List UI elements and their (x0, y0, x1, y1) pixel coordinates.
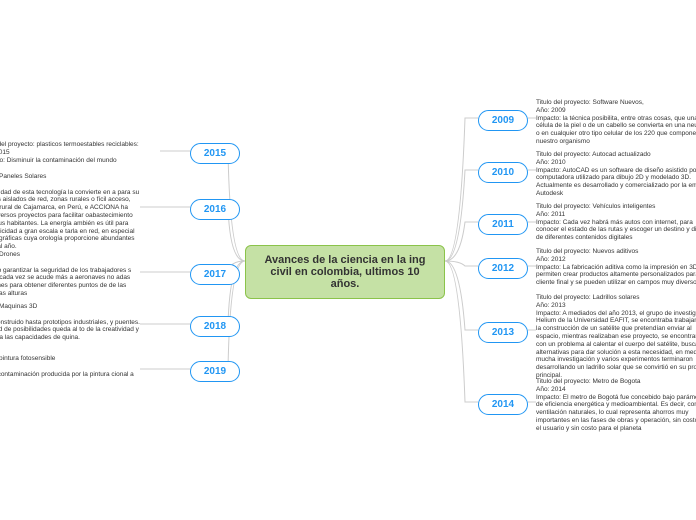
central-topic-text: Avances de la ciencia en la ing civil en… (265, 254, 426, 290)
detail-2014[interactable]: Titulo del proyecto: Metro de Bogota Año… (536, 378, 696, 433)
year-node-2010[interactable]: 2010 (478, 162, 528, 183)
detail-2010[interactable]: Titulo del proyecto: Autocad actualizado… (536, 151, 696, 198)
year-node-2014[interactable]: 2014 (478, 394, 528, 415)
year-node-2019[interactable]: 2019 (190, 361, 240, 382)
detail-2011[interactable]: Titulo del proyecto: Vehículos inteligen… (536, 203, 696, 242)
detail-2013[interactable]: Titulo del proyecto: Ladrillos solares A… (536, 294, 696, 380)
year-node-2015[interactable]: 2015 (190, 143, 240, 164)
central-topic[interactable]: Avances de la ciencia en la ing civil en… (245, 245, 445, 299)
year-node-2012[interactable]: 2012 (478, 258, 528, 279)
detail-2017[interactable]: del proyecto: Drones : 2017 cto: Buscand… (0, 251, 140, 298)
detail-2009[interactable]: Titulo del proyecto: Software Nuevos, Añ… (536, 99, 696, 146)
year-node-2017[interactable]: 2017 (190, 264, 240, 285)
year-node-2009[interactable]: 2009 (478, 110, 528, 131)
year-node-2013[interactable]: 2013 (478, 322, 528, 343)
year-node-2011[interactable]: 2011 (478, 214, 528, 235)
detail-2015[interactable]: Titulo del proyecto: plasticos termoesta… (0, 141, 160, 164)
detail-2012[interactable]: Titulo del proyecto: Nuevos aditivos Año… (536, 248, 696, 287)
year-node-2018[interactable]: 2018 (190, 316, 240, 337)
year-node-2016[interactable]: 2016 (190, 199, 240, 220)
detail-2018[interactable]: del proyecto: Maquinas 3D : 2018 cto: se… (0, 303, 140, 342)
detail-2016[interactable]: del proyecto: Paneles Solares : 2016 cto… (0, 173, 140, 251)
detail-2019[interactable]: del proyecto: pintura fotosensible : 201… (0, 355, 140, 386)
